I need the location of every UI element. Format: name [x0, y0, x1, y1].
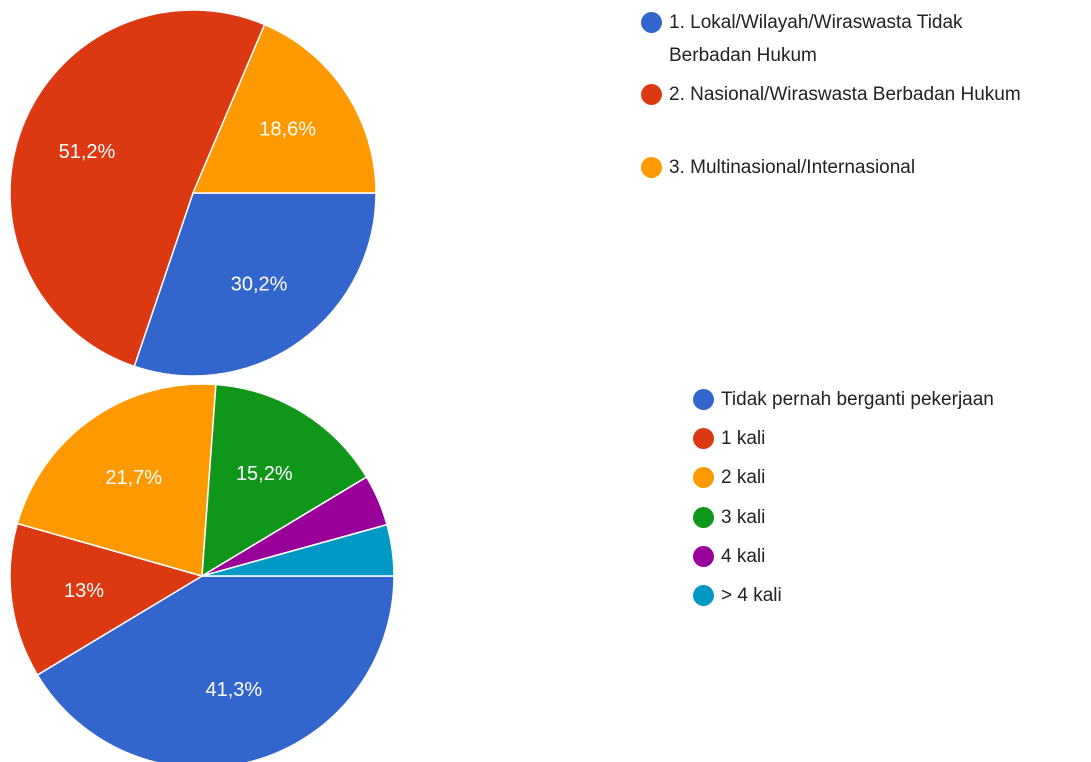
legend-item: Tidak pernah berganti pekerjaan [693, 383, 1091, 416]
pie-slice [9, 9, 266, 368]
slice-label: 41,3% [205, 679, 262, 701]
legend-item: 2. Nasional/Wiraswasta Berbadan Hukum [641, 78, 1026, 111]
pie-slice [191, 23, 377, 194]
legend-item: 3. Multinasional/Internasional [641, 151, 1026, 184]
legend-item: 3 kali [693, 501, 1091, 534]
legend-item: > 4 kali [693, 579, 1091, 612]
legend-label: 3. Multinasional/Internasional [669, 157, 916, 178]
legend-label: 2 kali [721, 467, 766, 489]
legend-item: 1 kali [693, 422, 1091, 455]
legend-marker [693, 389, 714, 410]
legend-marker [693, 545, 714, 567]
legend-label: 2. Nasional/Wiraswasta Berbadan Hukum [669, 84, 1021, 105]
slice-label: 21,7% [105, 467, 162, 489]
pie-slice [16, 383, 217, 577]
slice-label: 15,2% [236, 463, 293, 485]
legend-label: Tidak pernah berganti pekerjaan [721, 389, 994, 410]
pie-slice [9, 522, 204, 676]
legend-marker [693, 506, 714, 528]
pie-slice [36, 575, 395, 762]
legend-label: 1. Lokal/Wilayah/Wiraswasta Tidak Berbad… [669, 12, 963, 66]
pie-slice [201, 523, 395, 577]
legend-label: 1 kali [721, 428, 766, 450]
legend-marker [693, 428, 714, 450]
legend-label: > 4 kali [721, 585, 782, 606]
legend-label: 4 kali [721, 545, 766, 567]
legend-marker [693, 585, 714, 606]
legend-marker [641, 12, 662, 33]
slice-label: 13% [64, 580, 104, 602]
pie-slice [133, 192, 377, 377]
legend-item: 1. Lokal/Wilayah/Wiraswasta Tidak Berbad… [641, 6, 1026, 72]
slice-label: 51,2% [59, 141, 116, 163]
legend-marker [693, 467, 714, 489]
legend-item: 4 kali [693, 540, 1091, 573]
pie-slice [201, 383, 368, 578]
legend-marker [641, 84, 662, 105]
legend-marker [641, 157, 662, 178]
legend-item: 2 kali [693, 461, 1091, 494]
slice-label: 30,2% [231, 273, 288, 295]
slice-label: 18,6% [259, 119, 316, 141]
legend-label: 3 kali [721, 506, 766, 528]
